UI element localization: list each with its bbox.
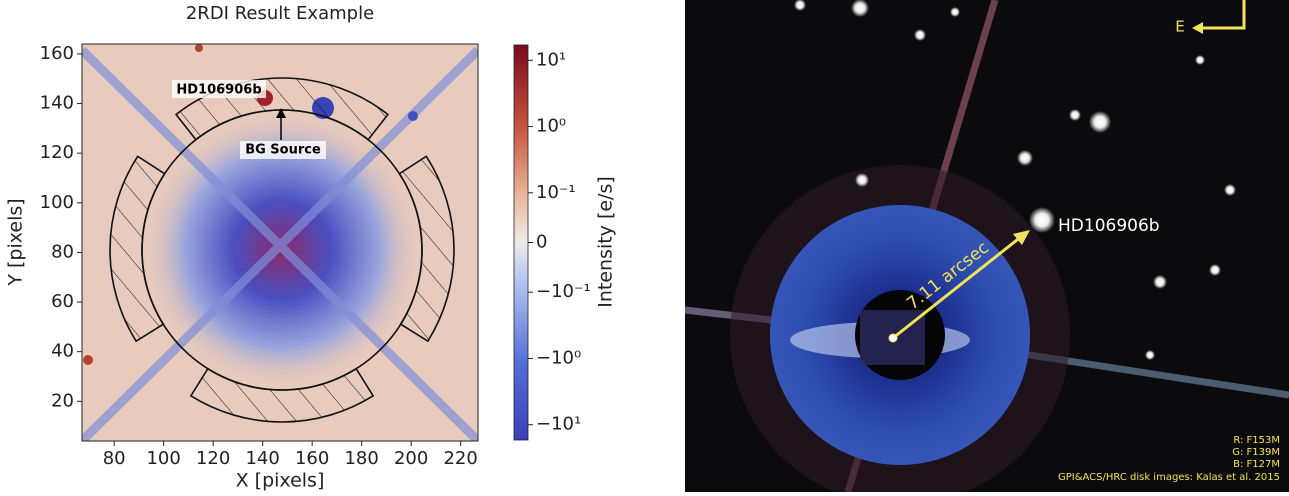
y-tick-label: 20 (51, 390, 74, 411)
colorbar-tick-label: 0 (536, 232, 547, 253)
x-tick-label: 100 (146, 448, 180, 469)
filter-label: R: F153M (1233, 435, 1280, 446)
spot (408, 111, 418, 121)
compass-label: E (1175, 18, 1184, 36)
star (950, 7, 960, 17)
star (1153, 275, 1167, 289)
y-tick-label: 140 (40, 93, 74, 114)
x-tick-label: 80 (103, 448, 126, 469)
x-tick-label: 220 (443, 448, 477, 469)
star (914, 29, 926, 41)
colorbar-label: Intensity [e/s] (595, 176, 617, 308)
planet-label: HD106906b (1058, 216, 1160, 236)
x-tick-label: 140 (245, 448, 279, 469)
page: {"left_panel": { "title": "2RDI Result E… (0, 0, 1289, 492)
colorbar-tick-label: 10⁻¹ (536, 182, 576, 203)
x-axis-label: X [pixels] (236, 470, 325, 492)
planet-annotation: HD106906b (176, 83, 261, 98)
star (1224, 184, 1236, 196)
spot (195, 44, 203, 52)
x-tick-label: 160 (295, 448, 329, 469)
spot (83, 355, 93, 365)
star (1069, 109, 1081, 121)
y-tick-label: 100 (40, 192, 74, 213)
y-tick-label: 40 (51, 341, 74, 362)
star (855, 173, 869, 187)
star (1209, 264, 1221, 276)
filter-label: G: F139M (1232, 447, 1280, 458)
x-tick-label: 120 (196, 448, 230, 469)
y-tick-label: 80 (51, 241, 74, 262)
star (1195, 55, 1205, 65)
filter-label: B: F127M (1233, 459, 1280, 470)
y-axis-label: Y [pixels] (5, 198, 27, 286)
plot-title: 2RDI Result Example (186, 3, 374, 24)
x-tick-label: 200 (394, 448, 428, 469)
colorbar-tick-label: −10¹ (536, 414, 581, 435)
star (1089, 111, 1111, 133)
star (1145, 350, 1155, 360)
y-tick-label: 120 (40, 142, 74, 163)
host-star (889, 334, 897, 342)
star (1017, 150, 1033, 166)
sky-image: 7.11 arcsec HD106906b E R: F153M G: F139… (685, 0, 1289, 492)
residual-image (82, 44, 478, 441)
colorbar (514, 45, 528, 440)
colorbar-tick-label: −10⁻¹ (536, 281, 591, 302)
colorbar-tick-label: 10¹ (536, 49, 566, 70)
star (1029, 207, 1055, 233)
x-tick-label: 180 (344, 448, 378, 469)
y-tick-label: 60 (51, 291, 74, 312)
colorbar-tick-label: 10⁰ (536, 116, 566, 137)
figure: 2RDI Result Example X [pixels] Y [pixels… (0, 0, 1289, 492)
y-tick-label: 160 (40, 43, 74, 64)
bg-annotation: BG Source (245, 143, 321, 158)
colorbar-tick-label: −10⁰ (536, 347, 581, 368)
credit: GPI&ACS/HRC disk images: Kalas et al. 20… (1058, 472, 1280, 483)
